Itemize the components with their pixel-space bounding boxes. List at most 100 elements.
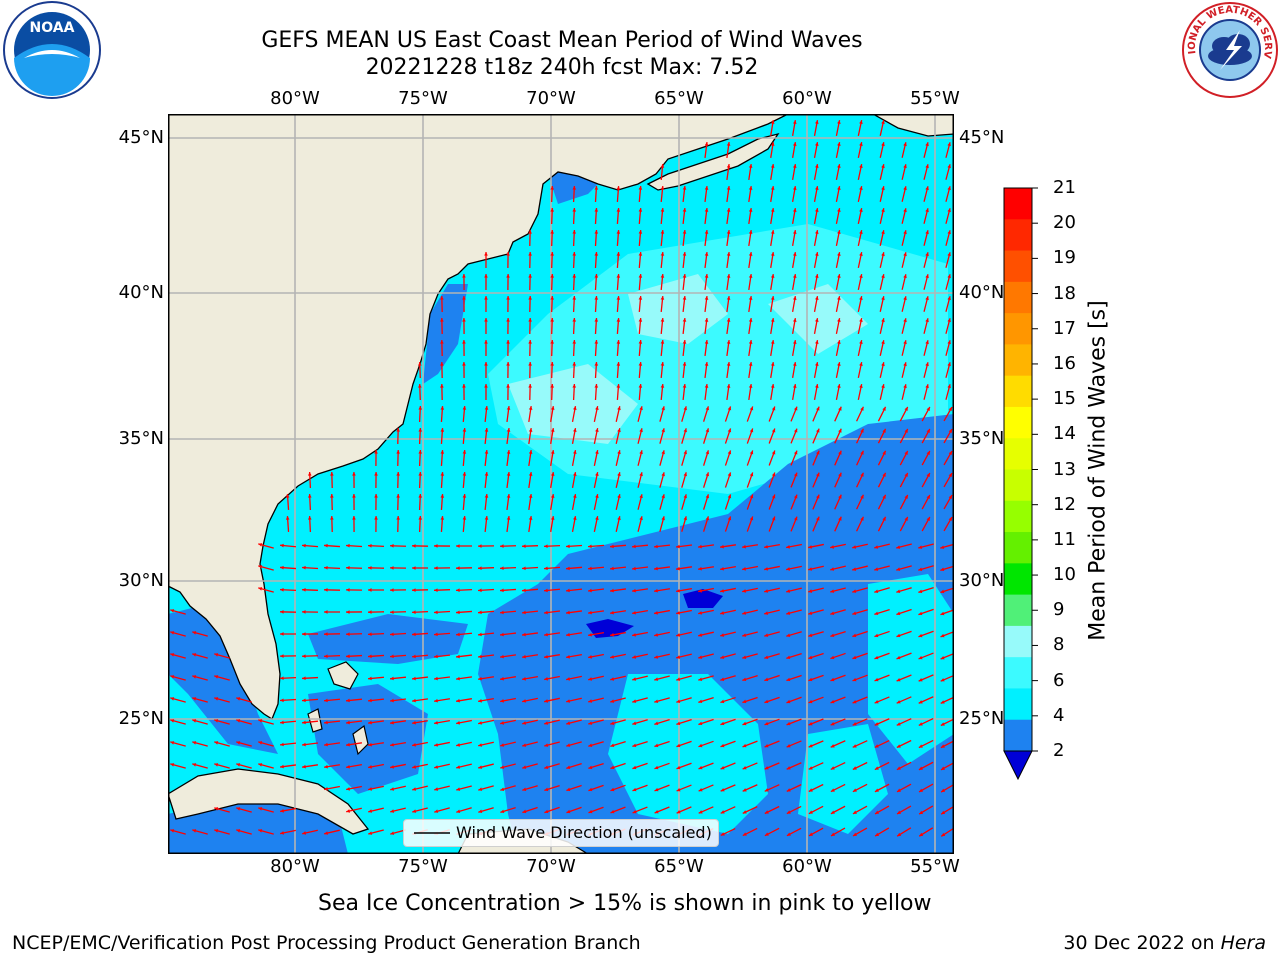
direction-arrowhead <box>925 186 929 191</box>
direction-arrowhead <box>440 450 445 454</box>
direction-arrowhead <box>859 164 863 169</box>
direction-arrowhead <box>881 230 885 235</box>
period-4-6-patch <box>608 674 768 834</box>
direction-arrowhead <box>720 655 725 659</box>
direction-arrowhead <box>947 186 951 191</box>
direction-arrowhead <box>948 517 952 522</box>
direction-arrowhead <box>815 274 819 278</box>
direction-arrowhead <box>792 340 797 344</box>
direction-arrowhead <box>434 676 438 681</box>
direction-arrowhead <box>588 566 592 571</box>
direction-arrowhead <box>816 494 820 499</box>
direction-arrowhead <box>704 362 709 366</box>
direction-arrowhead <box>808 766 813 770</box>
colorbar-segment <box>1004 438 1032 470</box>
direction-arrowhead <box>925 362 929 367</box>
direction-arrowhead <box>610 787 615 792</box>
direction-arrowhead <box>610 677 615 681</box>
direction-arrowhead <box>550 472 555 476</box>
direction-arrowhead <box>617 516 621 521</box>
direction-arrowhead <box>595 494 599 499</box>
direction-arrowhead <box>792 362 797 366</box>
direction-arrowhead <box>544 544 548 549</box>
direction-arrowhead <box>903 318 907 323</box>
direction-arrowhead <box>639 406 643 411</box>
direction-arrowhead <box>748 274 753 278</box>
direction-arrowhead <box>566 699 571 703</box>
direction-arrowhead <box>676 588 680 593</box>
colorbar-tick-label: 4 <box>1053 704 1065 726</box>
direction-arrowhead <box>786 655 791 660</box>
direction-arrowhead <box>258 719 263 723</box>
lon-label-top: 70°W <box>526 88 576 109</box>
direction-arrowhead <box>192 741 197 745</box>
direction-arrowhead <box>830 699 835 704</box>
direction-arrowhead <box>748 230 753 234</box>
direction-arrowhead <box>838 406 842 411</box>
direction-arrowhead <box>456 566 460 570</box>
direction-arrowhead <box>566 809 571 814</box>
direction-arrowhead <box>462 274 466 278</box>
direction-arrowhead <box>726 340 731 344</box>
direction-arrowhead <box>859 384 863 389</box>
direction-arrowhead <box>786 677 791 682</box>
direction-arrowhead <box>904 406 908 411</box>
direction-arrowhead <box>412 632 416 637</box>
direction-arrowhead <box>683 494 687 499</box>
direction-arrowhead <box>478 588 482 593</box>
direction-arrowhead <box>412 588 416 592</box>
direction-arrowhead <box>792 318 797 322</box>
direction-arrowhead <box>500 544 504 548</box>
direction-arrowhead <box>506 318 510 322</box>
direction-arrowhead <box>808 699 813 704</box>
direction-arrowhead <box>859 318 863 323</box>
direction-arrowhead <box>434 654 438 659</box>
direction-arrowhead <box>941 788 946 793</box>
direction-arrowhead <box>897 832 902 837</box>
direction-arrowhead <box>462 340 466 344</box>
direction-arrowhead <box>786 699 791 704</box>
direction-arrowhead <box>720 788 725 792</box>
direction-arrowhead <box>302 698 306 703</box>
direction-arrowhead <box>639 428 643 433</box>
direction-arrowhead <box>792 164 797 168</box>
direction-arrowhead <box>720 699 725 704</box>
direction-arrowhead <box>346 809 351 813</box>
direction-arrowhead <box>280 720 284 725</box>
direction-arrowhead <box>285 516 290 520</box>
direction-arrowhead <box>727 428 732 433</box>
direction-arrowhead <box>654 566 658 571</box>
direction-arrowhead <box>396 494 400 498</box>
direction-arrowhead <box>874 633 879 638</box>
direction-arrowhead <box>852 722 857 726</box>
direction-arrowhead <box>307 472 312 476</box>
direction-arrowhead <box>280 831 285 835</box>
lon-label-bottom: 65°W <box>654 856 704 877</box>
direction-arrowhead <box>904 450 908 455</box>
direction-arrowhead <box>500 743 505 747</box>
direction-arrowhead <box>506 296 510 300</box>
direction-arrowhead <box>896 633 901 638</box>
direction-arrowhead <box>550 428 555 432</box>
direction-arrowhead <box>654 810 659 814</box>
direction-arrowhead <box>302 610 306 614</box>
direction-arrowhead <box>462 296 466 300</box>
lat-label-right: 25°N <box>959 708 1005 729</box>
direction-arrowhead <box>617 428 621 433</box>
direction-arrowhead <box>280 809 284 813</box>
direction-arrowhead <box>368 588 372 592</box>
direction-arrowhead <box>566 677 571 681</box>
direction-arrowhead <box>572 296 577 300</box>
direction-arrowhead <box>815 296 819 300</box>
direction-arrowhead <box>324 543 328 548</box>
direction-arrowhead <box>748 164 753 168</box>
direction-arrowhead <box>749 516 754 521</box>
direction-arrowhead <box>698 788 703 792</box>
lat-label-right: 40°N <box>959 282 1005 303</box>
direction-arrowhead <box>770 230 775 234</box>
direction-arrowhead <box>764 655 769 660</box>
direction-arrowhead <box>837 142 841 147</box>
direction-arrowhead <box>838 428 842 433</box>
direction-arrowhead <box>617 472 621 477</box>
direction-arrowhead <box>727 494 732 499</box>
